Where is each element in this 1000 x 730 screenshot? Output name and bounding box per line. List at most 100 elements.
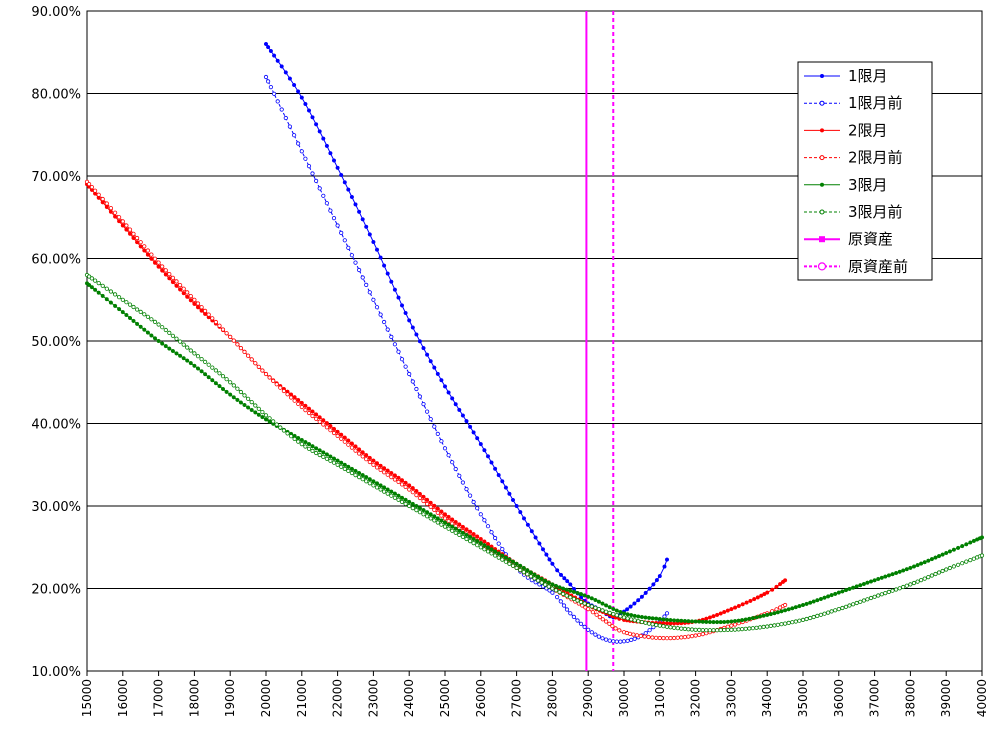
data-point: [550, 582, 555, 587]
data-point: [288, 395, 294, 400]
data-point: [367, 455, 372, 460]
series-line-m1-prev: [265, 76, 668, 643]
data-point: [246, 405, 251, 410]
data-point: [435, 520, 440, 525]
data-point: [224, 377, 229, 382]
data-point: [774, 584, 779, 589]
data-point: [432, 518, 437, 523]
x-tick-label: 20000: [259, 679, 273, 717]
data-point: [407, 503, 412, 509]
data-point: [188, 361, 193, 366]
data-point: [378, 487, 383, 492]
data-point: [287, 124, 292, 129]
data-point: [518, 563, 523, 568]
data-point: [872, 594, 877, 599]
data-point: [246, 396, 251, 401]
data-point: [911, 564, 917, 569]
data-point: [661, 624, 666, 629]
data-point: [611, 639, 616, 644]
data-point: [100, 283, 105, 288]
data-point: [446, 522, 451, 527]
data-point: [507, 491, 512, 496]
data-point: [414, 386, 419, 392]
data-point: [800, 602, 806, 608]
data-point: [489, 460, 494, 465]
data-point: [956, 545, 961, 550]
data-point: [417, 394, 422, 399]
data-point: [108, 300, 113, 305]
data-point: [439, 513, 444, 518]
legend-box: [797, 61, 933, 281]
data-point: [295, 141, 301, 146]
data-point: [901, 568, 906, 573]
data-point: [275, 99, 280, 104]
data-point: [865, 597, 870, 602]
data-point: [960, 561, 965, 566]
data-point: [496, 555, 501, 560]
data-point: [544, 552, 549, 557]
data-point: [425, 352, 430, 357]
data-point: [356, 451, 362, 456]
data-point: [104, 286, 109, 291]
data-point: [331, 426, 337, 431]
data-point: [364, 475, 369, 480]
data-point: [321, 136, 326, 141]
data-point: [178, 353, 183, 358]
data-point: [385, 487, 390, 492]
data-point: [353, 448, 358, 453]
x-tick-label: 32000: [689, 679, 703, 717]
data-point: [621, 639, 627, 644]
data-point: [346, 442, 351, 447]
series-m3-prev: [84, 272, 985, 633]
data-point: [432, 514, 437, 519]
data-point: [357, 209, 362, 214]
x-tick-label: 26000: [474, 679, 488, 717]
data-point: [765, 612, 770, 617]
data-point: [120, 219, 125, 224]
data-point: [618, 639, 623, 644]
data-point: [353, 472, 358, 478]
data-point: [342, 238, 347, 243]
data-point: [471, 540, 476, 546]
data-point: [638, 633, 643, 639]
data-point: [604, 603, 609, 608]
data-point: [417, 491, 422, 496]
data-point: [104, 297, 109, 302]
data-point: [586, 627, 591, 632]
data-point: [407, 487, 412, 492]
data-point: [117, 219, 122, 224]
x-tick-label: 33000: [724, 679, 738, 717]
data-point: [235, 386, 240, 391]
data-point: [603, 619, 609, 624]
data-point: [733, 605, 738, 610]
data-point: [693, 619, 698, 624]
data-point: [360, 473, 365, 478]
data-point: [432, 503, 437, 508]
data-point: [664, 557, 670, 562]
data-point: [399, 478, 405, 483]
data-point: [607, 610, 612, 616]
data-point: [453, 519, 458, 525]
data-point: [303, 407, 308, 413]
data-point: [955, 562, 961, 567]
data-point: [575, 618, 580, 623]
data-point: [700, 631, 705, 637]
data-point: [339, 460, 344, 465]
data-point: [124, 223, 129, 228]
data-point: [346, 245, 351, 250]
data-point: [396, 493, 401, 498]
data-point: [174, 283, 179, 288]
data-point: [93, 188, 98, 193]
data-point: [514, 561, 519, 566]
data-point: [421, 401, 426, 407]
data-point: [578, 592, 584, 597]
data-point: [299, 95, 304, 100]
data-point: [627, 631, 633, 636]
data-point: [367, 481, 372, 486]
data-point: [156, 260, 161, 265]
data-point: [392, 477, 397, 482]
data-point: [528, 574, 534, 579]
data-point: [529, 529, 534, 534]
x-tick-label: 18000: [187, 679, 201, 717]
data-point: [818, 596, 823, 602]
